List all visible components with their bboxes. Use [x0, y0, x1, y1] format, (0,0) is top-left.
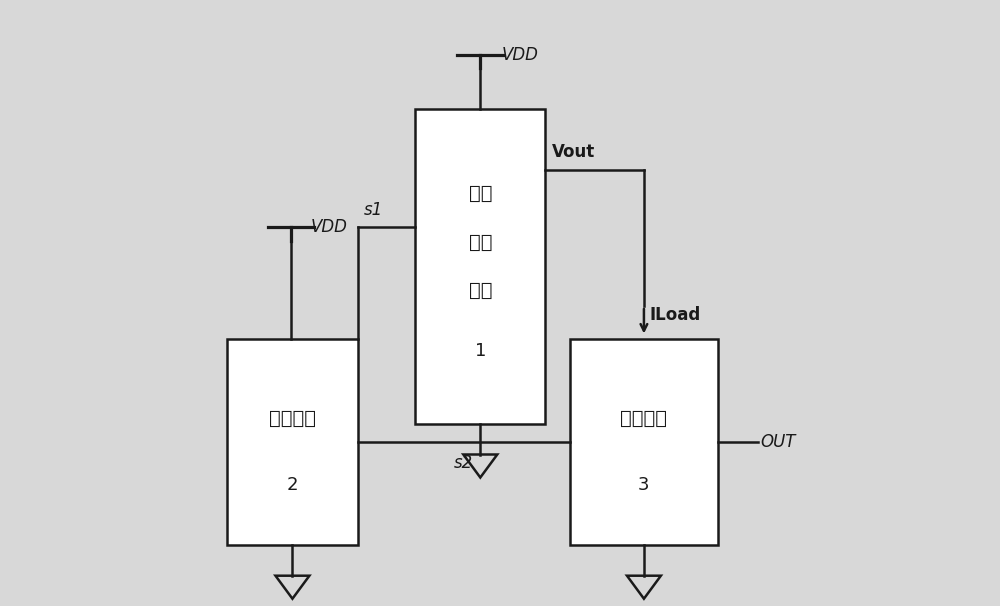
- Text: 1: 1: [475, 342, 486, 361]
- Text: ILoad: ILoad: [650, 306, 701, 324]
- Text: 受控负载: 受控负载: [620, 408, 667, 428]
- Text: VDD: VDD: [502, 45, 538, 64]
- Text: 稳压: 稳压: [469, 233, 492, 252]
- Text: 线性: 线性: [469, 184, 492, 204]
- Text: 2: 2: [287, 476, 298, 494]
- Text: 电路: 电路: [469, 281, 492, 301]
- Text: s2: s2: [454, 454, 473, 473]
- Text: 3: 3: [638, 476, 650, 494]
- Text: s1: s1: [364, 201, 383, 219]
- Text: Vout: Vout: [552, 142, 595, 161]
- Text: 控制电路: 控制电路: [269, 408, 316, 428]
- Bar: [570, 339, 718, 545]
- Bar: [227, 339, 358, 545]
- Text: OUT: OUT: [761, 433, 796, 451]
- Text: VDD: VDD: [310, 218, 347, 236]
- Bar: [415, 109, 545, 424]
